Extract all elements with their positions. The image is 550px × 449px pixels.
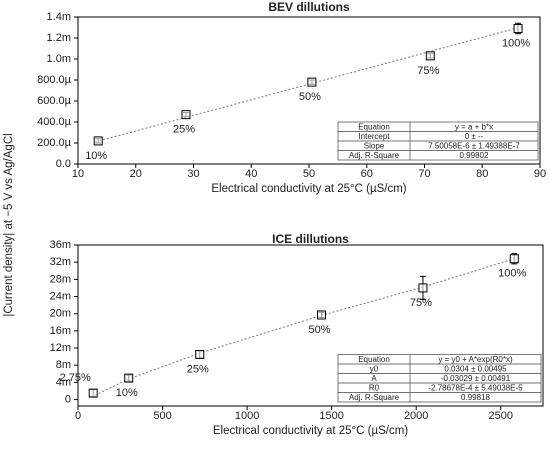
data-point (418, 283, 428, 293)
point-label: 100% (498, 268, 526, 280)
y-tick-label: 4m (56, 376, 71, 388)
x-tick-label: 60 (361, 168, 373, 180)
x-tick-label: 2000 (404, 410, 428, 422)
data-point (124, 373, 134, 383)
point-label: 75% (417, 65, 439, 77)
x-tick-label: 90 (534, 168, 546, 180)
fit-line (91, 258, 515, 398)
table-cell: y0 (370, 364, 379, 373)
y-tick-label: 32m (50, 256, 71, 268)
x-tick-label: 500 (153, 410, 171, 422)
plot-frame (77, 244, 544, 407)
data-point (88, 388, 98, 398)
point-label: 25% (173, 124, 195, 136)
y-tick-label: 1.4m (47, 11, 71, 23)
y-tick-label: 8m (56, 359, 71, 371)
y-axis-title: |Current density| at −5 V vs Ag/AgCl (3, 133, 15, 316)
x-tick-label: 1500 (319, 410, 343, 422)
table-cell: 0.0304 ± 0.00495 (444, 364, 507, 373)
table-cell: y = y0 + A*exp(R0*x) (438, 355, 513, 364)
y-tick-label: 800.0µ (37, 74, 72, 86)
table-cell: Equation (358, 355, 390, 364)
x-axis-title: Electrical conductivity at 25°C (µS/cm) (211, 183, 406, 195)
x-tick-label: 1000 (235, 410, 259, 422)
y-tick-label: 1.0m (47, 53, 71, 65)
data-point (316, 310, 326, 320)
x-tick-label: 2500 (488, 410, 512, 422)
y-tick-label: 36m (50, 239, 71, 251)
x-tick-label: 40 (245, 168, 257, 180)
x-axis-title: Electrical conductivity at 25°C (µS/cm) (213, 425, 408, 437)
point-label: 75% (410, 297, 432, 309)
table-cell: -2.78678E-4 ± 5.49038E-5 (428, 383, 523, 392)
table-cell: A (371, 374, 377, 383)
x-tick-label: 70 (418, 168, 430, 180)
x-tick-label: 0 (75, 410, 81, 422)
y-tick-label: 400.0µ (37, 116, 72, 128)
data-point (93, 136, 103, 146)
table-cell: -0.03029 ± 0.00491 (441, 374, 511, 383)
y-tick-label: 16m (50, 325, 71, 337)
data-point (181, 110, 191, 120)
table-cell: Adj. R-Square (349, 393, 400, 402)
y-tick-label: 0.0 (56, 158, 71, 170)
y-tick-label: 200.0µ (37, 137, 72, 149)
y-tick-label: 20m (50, 308, 71, 320)
point-label: 10% (85, 150, 107, 162)
table-cell: Equation (358, 122, 390, 131)
table-cell: R0 (369, 383, 380, 392)
data-point (513, 24, 523, 34)
table-cell: 0.99802 (460, 151, 489, 160)
point-label: 50% (299, 91, 321, 103)
table-cell: Adj. R-Square (349, 151, 400, 160)
y-tick-label: 1.2m (47, 32, 71, 44)
table-cell: Slope (364, 141, 385, 150)
table-cell: 0.99818 (461, 393, 490, 402)
point-label: 100% (502, 37, 530, 49)
y-tick-label: 600.0µ (37, 95, 72, 107)
data-point (195, 349, 205, 359)
table-cell: y = a + b*x (455, 122, 493, 131)
y-tick-label: 24m (50, 290, 71, 302)
y-tick-label: 28m (50, 273, 71, 285)
x-tick-label: 10 (72, 168, 84, 180)
chart-title: BEV dillutions (268, 0, 350, 14)
point-label: 2.75% (60, 372, 91, 384)
point-label: 25% (187, 363, 209, 375)
data-point (425, 51, 435, 61)
point-label: 50% (308, 324, 330, 336)
y-tick-label: 0 (65, 393, 71, 405)
x-tick-label: 20 (130, 168, 142, 180)
x-tick-label: 50 (303, 168, 315, 180)
data-point (509, 254, 519, 264)
x-tick-label: 30 (187, 168, 199, 180)
table-cell: Intercept (358, 132, 390, 141)
table-cell: 0 ± -- (465, 132, 484, 141)
fit-table (337, 354, 542, 403)
chart-title: ICE dillutions (272, 232, 349, 246)
x-tick-label: 80 (476, 168, 488, 180)
y-tick-label: 12m (50, 342, 71, 354)
point-label: 10% (116, 387, 138, 399)
data-point (307, 77, 317, 87)
table-cell: 7.50058E-6 ± 1.49388E-7 (428, 141, 520, 150)
